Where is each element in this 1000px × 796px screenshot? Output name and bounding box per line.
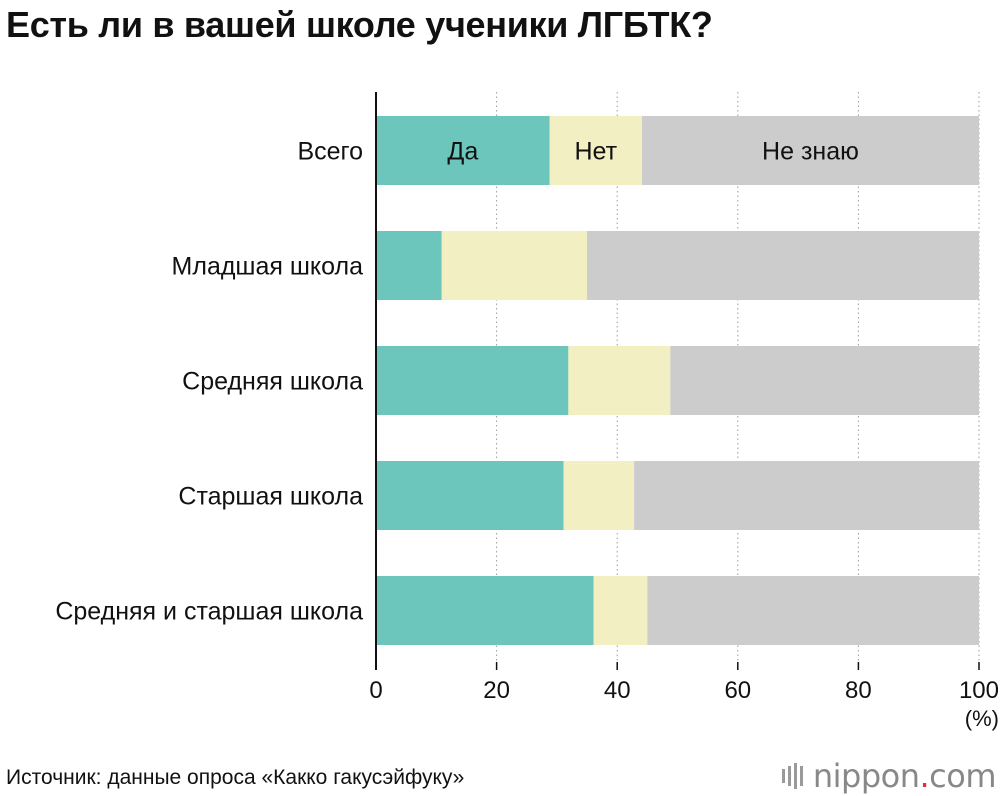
category-label-5: Средняя и старшая школа	[55, 598, 363, 626]
bar-5-2	[593, 576, 648, 645]
bar-5-1	[376, 576, 594, 645]
bar-3-1	[376, 346, 569, 415]
stacked-bar-chart: 0 20 40 60 80 100(%) Да Нет Не знаю Всего Младшая …	[55, 92, 999, 732]
logo-dot: .	[919, 757, 930, 795]
series-label-3: Не знаю	[762, 138, 859, 166]
logo-tld: com	[929, 757, 996, 795]
bar-2-3	[587, 231, 979, 300]
x-tick-label-100: 100	[959, 677, 999, 704]
category-label-2: Младшая школа	[172, 253, 364, 281]
chart-title: Есть ли в вашей школе ученики ЛГБТК?	[6, 4, 713, 45]
bar-4-2	[563, 461, 635, 530]
bar-3-2	[568, 346, 671, 415]
bars	[376, 116, 979, 645]
bar-1-2	[549, 116, 642, 185]
bar-3-3	[670, 346, 979, 415]
x-tick-label-20: 20	[483, 677, 510, 704]
labels: 0 20 40 60 80 100(%) Да Нет Не знаю Всего Младшая …	[55, 138, 999, 732]
category-label-4: Старшая школа	[178, 483, 363, 511]
logo-name: nippon	[812, 757, 920, 795]
nippon-logo: nippon.com	[781, 757, 996, 795]
axes	[375, 92, 980, 670]
bar-4-1	[376, 461, 564, 530]
x-tick-label-0: 0	[369, 677, 382, 704]
bar-2-1	[376, 231, 442, 300]
bar-1-3	[641, 116, 979, 185]
logo-bars-icon	[781, 763, 803, 789]
x-axis-unit-label: (%)	[965, 706, 999, 731]
series-label-1: Да	[447, 138, 478, 166]
x-tick-label-40: 40	[604, 677, 631, 704]
category-label-3: Средняя школа	[182, 368, 363, 396]
x-tick-label-80: 80	[845, 677, 872, 704]
series-label-2: Нет	[575, 138, 618, 166]
bar-1-1	[376, 116, 550, 185]
bar-5-3	[647, 576, 979, 645]
source-note: Источник: данные опроса «Какко гакусэйфу…	[6, 766, 465, 789]
category-label-1: Всего	[297, 138, 363, 166]
x-tick-label-60: 60	[724, 677, 751, 704]
bar-4-3	[634, 461, 979, 530]
bar-2-2	[441, 231, 588, 300]
